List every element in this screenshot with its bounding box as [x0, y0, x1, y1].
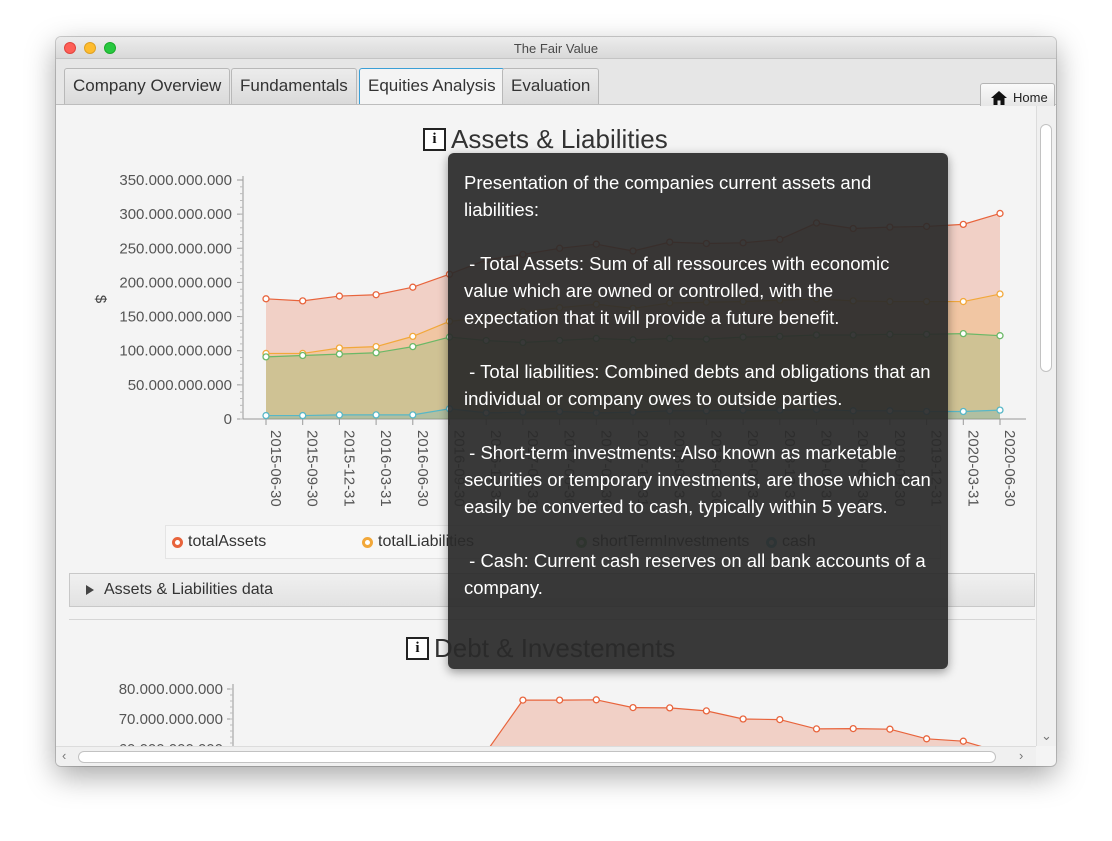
point-totalAssets: [372, 291, 380, 299]
point-debt: [886, 725, 894, 733]
section-title-assets: i Assets & Liabilities: [423, 124, 668, 155]
close-window-button[interactable]: [64, 42, 76, 54]
point-totalLiabilities: [372, 342, 380, 351]
expand-arrow-icon: [86, 585, 94, 595]
accordion-label: Assets & Liabilities data: [104, 581, 273, 598]
home-button-label: Home: [1013, 90, 1048, 105]
y-tick-label: 100.000.000.000: [119, 343, 232, 360]
point-shortTermInvestments: [299, 351, 307, 360]
point-cash: [409, 411, 417, 419]
point-debt: [519, 696, 527, 704]
y-tick-label: 250.000.000.000: [119, 240, 232, 257]
point-debt: [739, 715, 747, 723]
area-debt: [490, 699, 980, 746]
y-tick-label: 200.000.000.000: [119, 274, 232, 291]
x-tick-label: 2016-06-30: [414, 430, 431, 507]
scroll-right-arrow-icon[interactable]: ›: [1019, 748, 1024, 763]
point-totalLiabilities: [409, 332, 417, 341]
point-totalAssets: [409, 283, 417, 291]
y-tick-label: 0: [224, 411, 232, 428]
point-cash: [996, 406, 1004, 414]
point-cash: [335, 411, 344, 419]
x-tick-label: 2020-06-30: [1001, 430, 1018, 507]
title-bar: The Fair Value: [56, 37, 1056, 59]
point-debt: [702, 707, 711, 715]
x-tick-label: 2015-06-30: [267, 430, 284, 507]
point-debt: [555, 696, 564, 704]
tab-bar: Company Overview Fundamentals Equities A…: [56, 59, 1056, 112]
point-debt: [629, 703, 637, 712]
point-totalAssets: [959, 220, 967, 229]
point-cash: [372, 411, 380, 419]
point-debt: [849, 724, 857, 733]
point-totalAssets: [996, 209, 1004, 218]
point-totalLiabilities: [996, 290, 1004, 298]
point-totalLiabilities: [959, 297, 967, 306]
point-debt: [666, 704, 674, 712]
legend-item-total-assets: totalAssets: [172, 533, 266, 551]
point-shortTermInvestments: [372, 349, 380, 357]
point-shortTermInvestments: [409, 342, 417, 351]
vertical-scrollbar[interactable]: ⌄: [1036, 106, 1056, 746]
point-totalAssets: [299, 297, 307, 305]
y-tick-label: 300.000.000.000: [119, 206, 232, 223]
point-cash: [262, 411, 270, 420]
point-debt: [592, 696, 600, 704]
y-tick-label: 350.000.000.000: [119, 172, 232, 189]
y-tick-label: 50.000.000.000: [128, 377, 232, 394]
maximize-window-button[interactable]: [104, 42, 116, 54]
y-tick-label: 70.000.000.000: [119, 711, 223, 728]
point-totalAssets: [335, 292, 344, 300]
point-debt: [812, 725, 821, 733]
tab-company-overview[interactable]: Company Overview: [64, 68, 231, 104]
tab-equities-analysis[interactable]: Equities Analysis: [359, 68, 505, 104]
point-shortTermInvestments: [996, 332, 1004, 340]
home-icon: [991, 90, 1007, 105]
scroll-down-arrow-icon[interactable]: ⌄: [1041, 728, 1052, 743]
section-title-assets-text: Assets & Liabilities: [451, 124, 668, 154]
legend-label: totalAssets: [188, 533, 267, 550]
point-cash: [299, 411, 307, 420]
x-tick-label: 2016-03-31: [377, 430, 394, 507]
point-debt: [922, 735, 931, 743]
legend-marker: [172, 536, 183, 548]
info-icon[interactable]: i: [423, 128, 446, 151]
y-axis-label: $: [92, 295, 109, 304]
point-shortTermInvestments: [959, 329, 967, 338]
x-tick-label: 2015-09-30: [304, 430, 321, 507]
point-debt: [959, 737, 967, 745]
point-shortTermInvestments: [262, 353, 270, 361]
x-tick-label: 2015-12-31: [340, 430, 357, 507]
vertical-scroll-thumb[interactable]: [1040, 124, 1052, 372]
y-tick-label: 150.000.000.000: [119, 309, 232, 326]
legend-marker: [362, 536, 373, 548]
y-tick-label: 80.000.000.000: [119, 681, 223, 698]
horizontal-scroll-thumb[interactable]: [78, 751, 996, 763]
window-title: The Fair Value: [513, 41, 599, 56]
info-tooltip: Presentation of the companies current as…: [448, 153, 948, 669]
x-tick-label: 2020-03-31: [964, 430, 981, 507]
point-shortTermInvestments: [335, 350, 344, 358]
point-totalAssets: [262, 295, 270, 303]
point-cash: [959, 407, 967, 416]
point-totalLiabilities: [335, 344, 344, 352]
info-icon[interactable]: i: [406, 637, 429, 660]
line-debt: [489, 699, 982, 746]
tab-evaluation[interactable]: Evaluation: [502, 68, 600, 104]
point-debt: [776, 715, 784, 724]
minimize-window-button[interactable]: [84, 42, 96, 54]
tab-fundamentals[interactable]: Fundamentals: [231, 68, 357, 104]
scroll-left-arrow-icon[interactable]: ‹: [62, 748, 67, 763]
horizontal-scrollbar[interactable]: ‹ ›: [56, 746, 1036, 766]
